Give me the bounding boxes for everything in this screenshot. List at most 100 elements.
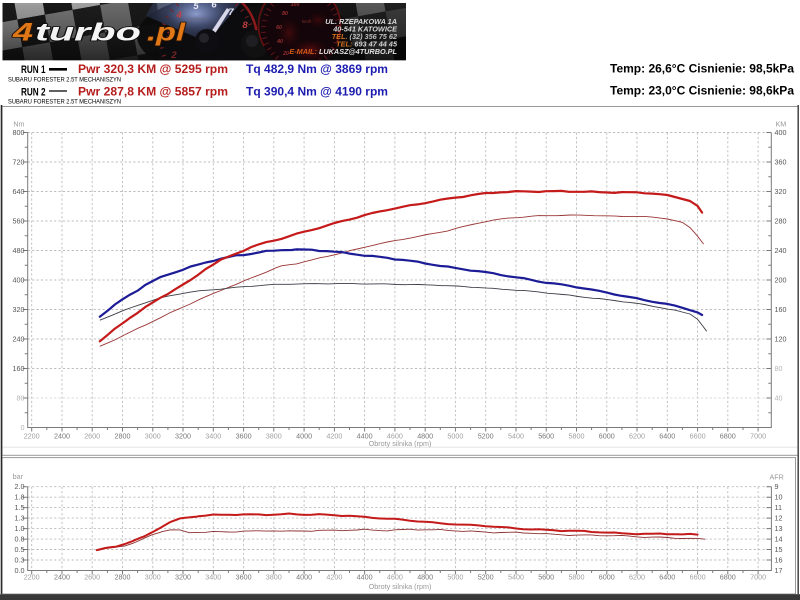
svg-text:4400: 4400 bbox=[357, 572, 373, 581]
svg-text:x1000r/min: x1000r/min bbox=[186, 17, 206, 21]
svg-text:Obroty silnika (rpm): Obroty silnika (rpm) bbox=[369, 582, 432, 591]
svg-text:2400: 2400 bbox=[54, 572, 70, 581]
svg-text:10: 10 bbox=[775, 493, 783, 502]
svg-text:Pwr 320,3 KM @ 5295 rpm: Pwr 320,3 KM @ 5295 rpm bbox=[78, 62, 228, 76]
svg-text:20: 20 bbox=[282, 51, 289, 57]
svg-text:km/h: km/h bbox=[302, 19, 312, 24]
svg-text:100: 100 bbox=[291, 2, 300, 8]
svg-text:4000: 4000 bbox=[296, 431, 312, 440]
svg-text:6400: 6400 bbox=[659, 572, 675, 581]
svg-text:6: 6 bbox=[211, 0, 217, 11]
svg-text:Obroty silnika (rpm): Obroty silnika (rpm) bbox=[369, 439, 432, 448]
svg-text:240: 240 bbox=[13, 334, 25, 343]
svg-text:400: 400 bbox=[13, 275, 25, 284]
svg-text:0.0: 0.0 bbox=[15, 566, 25, 575]
svg-text:3400: 3400 bbox=[205, 431, 221, 440]
svg-text:400: 400 bbox=[775, 128, 787, 137]
svg-text:360: 360 bbox=[775, 157, 787, 166]
svg-text:1.8: 1.8 bbox=[15, 493, 25, 502]
svg-text:turbo: turbo bbox=[35, 19, 141, 47]
svg-text:Pwr 287,8 KM @ 5857 rpm: Pwr 287,8 KM @ 5857 rpm bbox=[78, 84, 228, 98]
svg-text:4800: 4800 bbox=[417, 431, 433, 440]
svg-text:12: 12 bbox=[775, 514, 783, 523]
svg-text:3200: 3200 bbox=[175, 572, 191, 581]
svg-text:15: 15 bbox=[775, 545, 783, 554]
svg-text:3: 3 bbox=[166, 30, 172, 41]
svg-text:Tq 482,9 Nm @ 3869 rpm: Tq 482,9 Nm @ 3869 rpm bbox=[246, 62, 388, 76]
svg-text:280: 280 bbox=[775, 216, 787, 225]
svg-text:4: 4 bbox=[12, 19, 34, 47]
svg-text:6000: 6000 bbox=[599, 431, 615, 440]
svg-text:4200: 4200 bbox=[326, 431, 342, 440]
svg-text:17: 17 bbox=[775, 566, 783, 575]
svg-text:4600: 4600 bbox=[387, 431, 403, 440]
svg-text:2200: 2200 bbox=[24, 572, 40, 581]
svg-text:7000: 7000 bbox=[750, 431, 766, 440]
svg-text:640: 640 bbox=[13, 187, 25, 196]
svg-text:5600: 5600 bbox=[538, 572, 554, 581]
svg-text:2400: 2400 bbox=[54, 431, 70, 440]
svg-text:5600: 5600 bbox=[538, 431, 554, 440]
svg-text:40-541 KATOWICE: 40-541 KATOWICE bbox=[332, 25, 398, 34]
svg-text:SUBARU FORESTER 2.5T MECHANISZ: SUBARU FORESTER 2.5T MECHANISZYN bbox=[8, 99, 121, 106]
svg-text:2600: 2600 bbox=[84, 431, 100, 440]
svg-text:4000: 4000 bbox=[296, 572, 312, 581]
svg-text:0.8: 0.8 bbox=[15, 535, 25, 544]
svg-text:6000: 6000 bbox=[599, 572, 615, 581]
svg-text:5200: 5200 bbox=[478, 572, 494, 581]
svg-text:560: 560 bbox=[13, 216, 25, 225]
svg-text:RUN 2: RUN 2 bbox=[21, 86, 46, 98]
svg-text:3400: 3400 bbox=[205, 572, 221, 581]
svg-text:3800: 3800 bbox=[266, 572, 282, 581]
svg-text:120: 120 bbox=[775, 334, 787, 343]
svg-text:7000: 7000 bbox=[750, 572, 766, 581]
svg-text:RUN 1: RUN 1 bbox=[21, 64, 46, 76]
svg-text:3600: 3600 bbox=[236, 572, 252, 581]
svg-text:TEL: 693 47 44 45: TEL: 693 47 44 45 bbox=[336, 39, 398, 48]
svg-text:6600: 6600 bbox=[690, 431, 706, 440]
svg-text:UL. RZEPAKOWA 1A: UL. RZEPAKOWA 1A bbox=[325, 17, 397, 26]
svg-text:13: 13 bbox=[775, 524, 783, 533]
svg-text:320: 320 bbox=[775, 187, 787, 196]
svg-text:3000: 3000 bbox=[145, 431, 161, 440]
svg-text:7: 7 bbox=[228, 7, 234, 18]
svg-text:6800: 6800 bbox=[720, 572, 736, 581]
svg-text:5800: 5800 bbox=[569, 572, 585, 581]
svg-text:320: 320 bbox=[13, 305, 25, 314]
svg-text:3800: 3800 bbox=[266, 431, 282, 440]
svg-text:Temp: 23,0°C Cisnienie: 98,6kP: Temp: 23,0°C Cisnienie: 98,6kPa bbox=[610, 85, 795, 97]
svg-text:1.0: 1.0 bbox=[15, 524, 25, 533]
svg-text:3200: 3200 bbox=[175, 431, 191, 440]
svg-text:0.3: 0.3 bbox=[15, 555, 25, 564]
svg-text:3600: 3600 bbox=[236, 431, 252, 440]
svg-text:240: 240 bbox=[775, 246, 787, 255]
svg-text:2800: 2800 bbox=[115, 431, 131, 440]
svg-text:800: 800 bbox=[13, 128, 25, 137]
svg-text:SUBARU FORESTER 2.5T MECHANISZ: SUBARU FORESTER 2.5T MECHANISZYN bbox=[8, 77, 121, 84]
svg-text:720: 720 bbox=[13, 157, 25, 166]
svg-text:8: 8 bbox=[242, 20, 248, 31]
svg-text:14: 14 bbox=[775, 535, 783, 544]
svg-text:480: 480 bbox=[13, 246, 25, 255]
svg-text:80: 80 bbox=[282, 11, 288, 17]
svg-text:2200: 2200 bbox=[24, 431, 40, 440]
svg-text:2.0: 2.0 bbox=[15, 482, 25, 491]
svg-text:4: 4 bbox=[175, 10, 182, 21]
svg-text:5000: 5000 bbox=[447, 572, 463, 581]
svg-text:6400: 6400 bbox=[659, 431, 675, 440]
svg-text:6200: 6200 bbox=[629, 431, 645, 440]
svg-text:E-MAIL: LUKASZ@4TURBO.PL: E-MAIL: LUKASZ@4TURBO.PL bbox=[289, 47, 397, 56]
svg-text:160: 160 bbox=[13, 364, 25, 373]
svg-text:5400: 5400 bbox=[508, 572, 524, 581]
svg-text:11: 11 bbox=[775, 503, 782, 512]
svg-text:6200: 6200 bbox=[629, 572, 645, 581]
svg-text:KM: KM bbox=[776, 120, 787, 129]
svg-text:160: 160 bbox=[775, 305, 787, 314]
svg-text:4400: 4400 bbox=[357, 431, 373, 440]
svg-text:5200: 5200 bbox=[478, 431, 494, 440]
svg-text:4600: 4600 bbox=[387, 572, 403, 581]
svg-text:1.5: 1.5 bbox=[15, 503, 25, 512]
svg-text:6800: 6800 bbox=[720, 431, 736, 440]
svg-text:16: 16 bbox=[775, 555, 783, 564]
svg-text:120: 120 bbox=[305, 0, 314, 4]
